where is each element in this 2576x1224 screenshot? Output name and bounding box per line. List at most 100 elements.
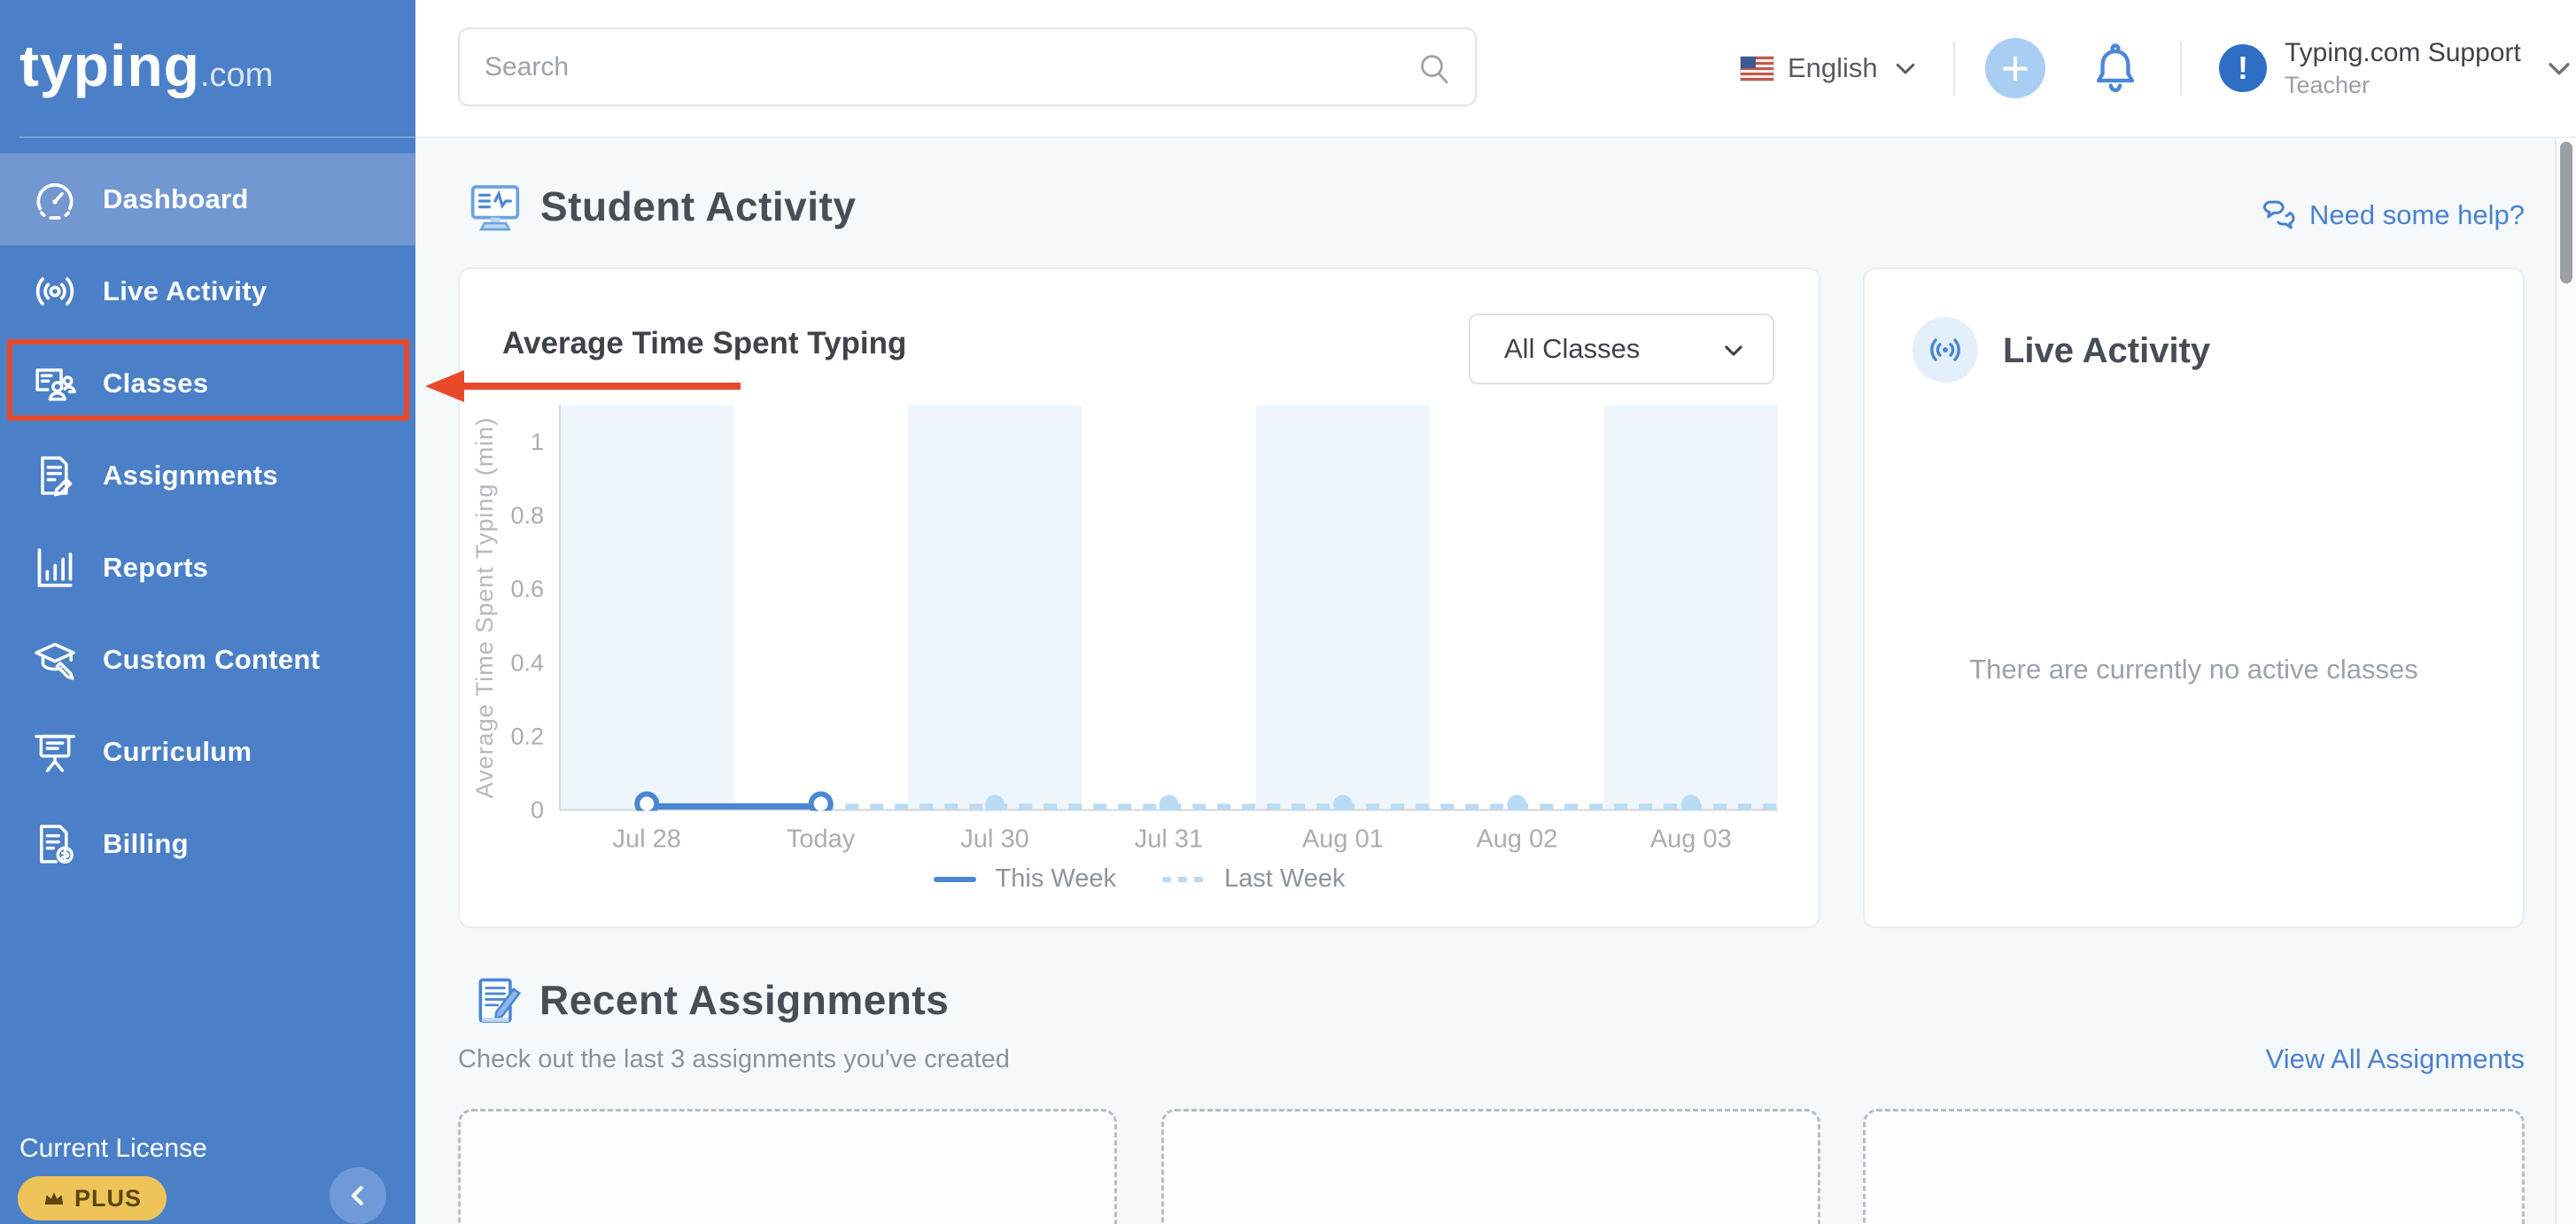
need-help-label: Need some help? (2309, 199, 2525, 230)
sidebar-item-label: Dashboard (103, 183, 249, 214)
add-button[interactable]: + (1985, 38, 2045, 98)
search-box (458, 27, 1477, 106)
solid-line-swatch (933, 876, 976, 882)
sidebar-item-reports[interactable]: Reports (0, 522, 415, 614)
chat-bubbles-icon (2262, 200, 2295, 229)
typing-logo[interactable]: typing.com (19, 32, 273, 99)
sidebar-item-dashboard[interactable]: Dashboard (0, 153, 415, 245)
sidebar-item-billing[interactable]: Billing (0, 798, 415, 890)
user-name: Typing.com Support (2285, 37, 2521, 67)
topbar: English + ! Typing.com Support Teacher (415, 0, 2576, 138)
current-license-label: Current License (19, 1134, 207, 1163)
class-filter-select[interactable]: All Classes (1469, 314, 1774, 384)
svg-text:0.2: 0.2 (510, 723, 544, 749)
svg-text:Average Time Spent Typing (min: Average Time Spent Typing (min) (471, 417, 498, 799)
plus-badge[interactable]: PLUS (18, 1176, 167, 1220)
chart-legend: This Week Last Week (460, 864, 1819, 894)
live-activity-empty-message: There are currently no active classes (1969, 654, 2418, 685)
svg-text:0.4: 0.4 (510, 649, 544, 676)
language-label: English (1788, 52, 1878, 83)
main-content: Student Activity Need some help? Average… (415, 138, 2576, 1224)
bell-icon (2096, 43, 2135, 92)
svg-text:0.6: 0.6 (510, 576, 544, 602)
recent-assignments-title: Recent Assignments (539, 977, 950, 1023)
sidebar-item-label: Reports (103, 552, 209, 583)
profile-text: Typing.com Support Teacher (2285, 38, 2521, 99)
chevron-down-icon (1725, 345, 1742, 356)
sidebar-item-curriculum[interactable]: Curriculum (0, 706, 415, 798)
class-filter-value: All Classes (1504, 333, 1641, 364)
user-menu[interactable]: ! Typing.com Support Teacher (2219, 0, 2574, 136)
recent-assignments-subtitle: Check out the last 3 assignments you've … (458, 1045, 1010, 1073)
language-selector[interactable]: English (1740, 0, 1919, 136)
svg-text:Jul 28: Jul 28 (613, 825, 681, 854)
svg-text:Today: Today (787, 825, 856, 854)
live-activity-broadcast-icon (1913, 317, 1978, 383)
assignment-placeholder (1863, 1109, 2525, 1224)
chart-title: Average Time Spent Typing (502, 326, 907, 360)
legend-label: This Week (995, 864, 1116, 893)
topbar-divider (2180, 41, 2182, 96)
view-all-assignments-link[interactable]: View All Assignments (2265, 1043, 2525, 1074)
svg-text:Aug 03: Aug 03 (1650, 825, 1732, 854)
logo-brand-text: typing (19, 33, 200, 98)
legend-item-last-week: Last Week (1161, 864, 1346, 894)
chevron-down-icon (2549, 63, 2570, 75)
legend-item-this-week: This Week (933, 864, 1116, 894)
svg-text:0.8: 0.8 (510, 502, 544, 529)
svg-text:Aug 01: Aug 01 (1302, 825, 1384, 854)
dashboard-gauge-icon (30, 174, 80, 224)
svg-text:1: 1 (531, 429, 544, 455)
assignment-placeholder (1161, 1109, 1820, 1224)
sidebar-item-custom-content[interactable]: Custom Content (0, 614, 415, 706)
chevron-down-icon (1896, 63, 1914, 74)
sidebar-item-label: Assignments (103, 460, 278, 491)
legend-label: Last Week (1223, 864, 1346, 893)
svg-text:0: 0 (531, 797, 544, 824)
sidebar-item-label: Billing (103, 828, 189, 859)
average-time-chart: 0 0.2 0.4 0.6 0.8 1 Average Time Spent Typing … (460, 405, 1778, 858)
billing-icon (30, 819, 80, 869)
us-flag-icon (1740, 55, 1774, 81)
classes-icon (30, 359, 80, 408)
plus-badge-label: PLUS (74, 1184, 143, 1212)
assignments-icon (30, 451, 80, 500)
recent-assignments-icon (478, 978, 522, 1023)
logo-suffix-text: .com (199, 57, 274, 94)
crown-icon (44, 1192, 64, 1205)
live-activity-title: Live Activity (2003, 331, 2211, 370)
topbar-divider (1953, 41, 1955, 96)
user-role: Teacher (2285, 71, 2370, 98)
search-input[interactable] (485, 29, 1406, 105)
search-icon (1421, 55, 1448, 84)
notifications-bell-button[interactable] (2088, 41, 2143, 96)
live-activity-icon (30, 267, 80, 316)
dashed-line-swatch (1161, 876, 1205, 882)
sidebar-collapse-button[interactable] (330, 1167, 386, 1224)
avatar: ! (2219, 44, 2267, 92)
svg-text:Jul 31: Jul 31 (1135, 825, 1203, 854)
svg-text:Aug 02: Aug 02 (1476, 825, 1557, 854)
sidebar-item-live-activity[interactable]: Live Activity (0, 245, 415, 337)
sidebar-divider (19, 136, 415, 138)
svg-text:Jul 30: Jul 30 (960, 825, 1028, 854)
sidebar-nav: Dashboard Live Activity Classes Assignments… (0, 153, 415, 890)
sidebar: typing.com Dashboard Live Activity Classes… (0, 0, 415, 1224)
page-title: Student Activity (540, 183, 857, 229)
need-help-link[interactable]: Need some help? (2260, 197, 2525, 234)
student-activity-icon (470, 185, 520, 231)
chevron-left-icon (351, 1186, 363, 1205)
scrollbar-thumb[interactable] (2560, 142, 2572, 283)
live-activity-card: Live Activity There are currently no act… (1863, 267, 2525, 928)
assignment-placeholder (458, 1109, 1117, 1224)
sidebar-item-classes[interactable]: Classes (0, 337, 415, 430)
curriculum-icon (30, 727, 80, 777)
sidebar-item-label: Live Activity (103, 275, 268, 306)
custom-content-icon (30, 635, 80, 685)
sidebar-item-label: Custom Content (103, 644, 321, 675)
sidebar-item-assignments[interactable]: Assignments (0, 430, 415, 522)
scrollbar-track (2555, 138, 2576, 1224)
sidebar-item-label: Curriculum (103, 736, 252, 767)
sidebar-item-label: Classes (103, 368, 209, 399)
